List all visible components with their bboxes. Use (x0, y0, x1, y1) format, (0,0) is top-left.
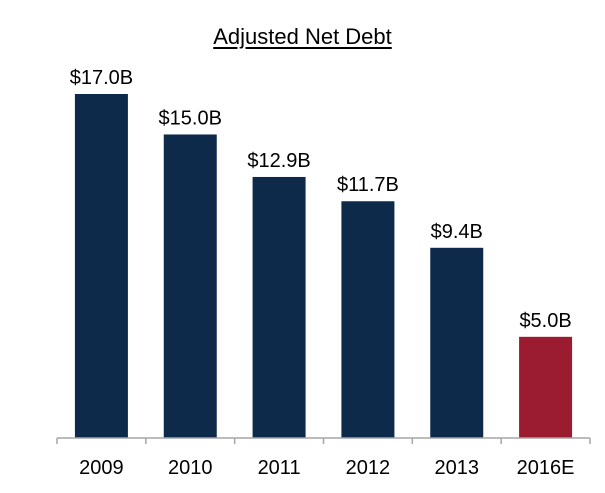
data-label-2012: $11.7B (337, 174, 399, 196)
data-labels-group: $17.0B $15.0B $12.9B $11.7B $9.4B $5.0B (70, 67, 572, 332)
chart-title: Adjusted Net Debt (213, 24, 392, 49)
x-tick-label-2009: 2009 (79, 457, 124, 479)
x-tick-label-2011: 2011 (258, 457, 301, 479)
bar-2013 (430, 247, 484, 438)
x-axis: 2009 2010 2011 2012 2013 2016E (56, 437, 591, 479)
data-label-2009: $17.0B (70, 67, 133, 89)
data-label-2010: $15.0B (159, 107, 222, 129)
bars-group (74, 94, 573, 438)
bar-2010 (163, 134, 217, 438)
data-label-2011: $12.9B (247, 150, 310, 172)
x-tick-label-2013: 2013 (435, 457, 480, 479)
x-tick-label-2010: 2010 (168, 457, 213, 479)
bar-2009 (74, 94, 128, 438)
bar-2011 (252, 176, 306, 438)
bar-2016e (519, 336, 573, 438)
data-label-2016e: $5.0B (519, 310, 571, 332)
data-label-2013: $9.4B (431, 221, 483, 243)
bar-2012 (341, 201, 395, 438)
x-tick-label-2012: 2012 (346, 457, 391, 479)
x-tick-label-2016e: 2016E (517, 457, 575, 479)
